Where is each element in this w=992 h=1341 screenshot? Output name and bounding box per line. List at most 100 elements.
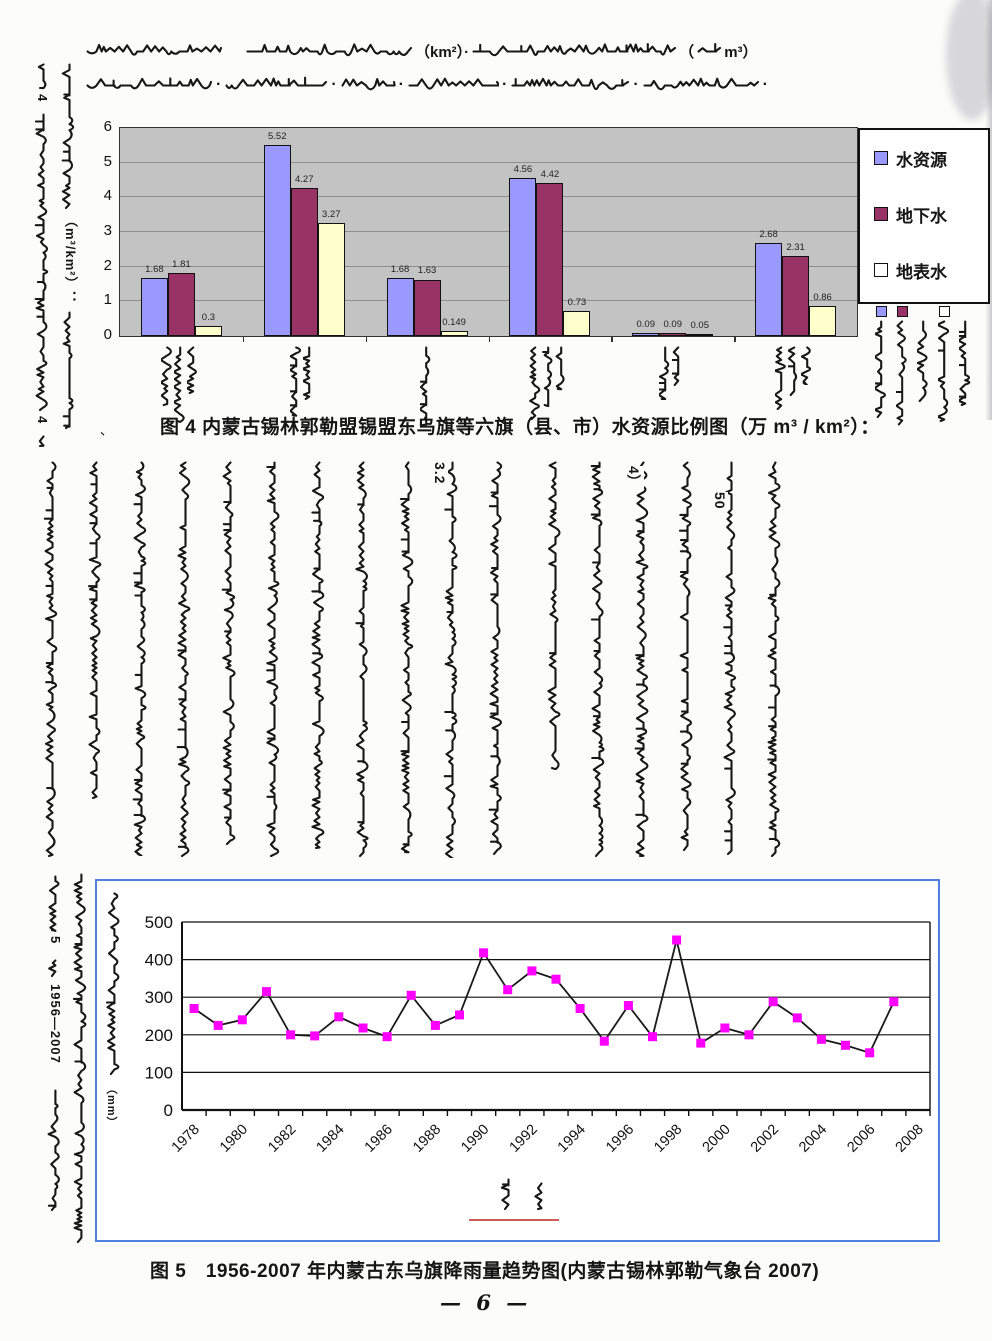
legend-label: 水资源 bbox=[896, 150, 947, 170]
header-separator-dot: · bbox=[216, 76, 222, 93]
body-text-column-mongolian bbox=[217, 460, 243, 851]
legend-entry: 水资源 bbox=[860, 130, 988, 186]
body-text-column-mongolian bbox=[718, 460, 744, 861]
body-text-latin-fragment: 4） bbox=[624, 466, 644, 490]
x-category-label-mongolian bbox=[799, 345, 813, 390]
mongolian-script-squiggle bbox=[72, 873, 87, 1244]
mongolian-script-squiggle bbox=[511, 77, 630, 91]
legend-mini-swatch bbox=[875, 306, 887, 317]
y-tick-label: 2 bbox=[103, 256, 112, 274]
mongolian-script-squiggle bbox=[959, 320, 971, 407]
x-category-label-mongolian bbox=[670, 345, 684, 392]
y-tick-label: 3 bbox=[103, 222, 112, 239]
x-category-label-mongolian bbox=[555, 345, 567, 396]
figure5-y-axis-label-mongolian: （mm） bbox=[103, 891, 127, 1191]
mongolian-script-squiggle bbox=[555, 346, 565, 391]
gridline bbox=[120, 196, 857, 198]
x-category-label-mongolian bbox=[542, 345, 554, 412]
mongolian-script-squiggle bbox=[643, 77, 759, 91]
bar-地表水-group3 bbox=[440, 330, 468, 336]
mongolian-script-squiggle bbox=[38, 435, 45, 448]
figure5-line-chart: 0 100 200 300 400 500 1978 1980 1982 1984 1986 1988… bbox=[95, 879, 940, 1242]
bar-value-label: 2.68 bbox=[759, 229, 778, 241]
mongolian-script-squiggle bbox=[472, 42, 677, 57]
mongolian-script-squiggle bbox=[678, 461, 693, 852]
body-text-column-mongolian bbox=[395, 460, 421, 859]
legend-mongolian-entry bbox=[938, 306, 950, 426]
mongolian-script-squiggle bbox=[61, 63, 75, 210]
body-text-column-mongolian bbox=[586, 460, 612, 863]
mongolian-script-squiggle bbox=[723, 461, 737, 856]
mongolian-script-squiggle bbox=[917, 320, 928, 403]
header-separator-dot: · bbox=[501, 76, 508, 93]
side-caption-latin: 4 bbox=[35, 94, 50, 103]
mongolian-script-squiggle bbox=[34, 113, 49, 412]
mongolian-script-squiggle bbox=[171, 346, 185, 423]
legend-swatch bbox=[874, 263, 888, 277]
figure5-side-years: 1956—2007 bbox=[48, 984, 63, 1064]
mongolian-script-squiggle bbox=[767, 461, 781, 858]
bar-地下水-group5 bbox=[659, 332, 687, 336]
svg-text:400: 400 bbox=[145, 951, 173, 970]
body-text-column-mongolian bbox=[484, 460, 510, 861]
figure4-x-axis-labels-mongolian bbox=[119, 341, 856, 427]
svg-text:1988: 1988 bbox=[410, 1122, 444, 1156]
figure5-x-axis-title-underline bbox=[469, 1219, 559, 1221]
mongolian-script-squiggle bbox=[105, 892, 120, 1076]
header-separator-dot: · bbox=[398, 76, 404, 93]
figure4-caption-lead-mark: 、 bbox=[100, 423, 114, 438]
bar-水资源-group5 bbox=[632, 332, 660, 336]
bar-地下水-group3 bbox=[413, 279, 441, 336]
header-latin-km2: （km²）· bbox=[415, 43, 470, 61]
mongolian-script-squiggle bbox=[132, 461, 147, 857]
bar-地表水-group2 bbox=[317, 222, 345, 336]
mongolian-script-squiggle bbox=[62, 311, 74, 430]
mongolian-script-squiggle bbox=[37, 63, 47, 90]
mongolian-script-squiggle bbox=[547, 461, 561, 771]
body-text-column-mongolian bbox=[128, 460, 154, 861]
svg-text:2004: 2004 bbox=[796, 1122, 830, 1156]
svg-text:1992: 1992 bbox=[507, 1122, 541, 1156]
figure4-plot-area: 1.68 1.81 0.3 5.52 4.27 3.27 1.68 1.63 0.149 4.56… bbox=[119, 127, 858, 342]
mongolian-script-squiggle bbox=[225, 76, 328, 90]
body-text-column-mongolian bbox=[439, 460, 465, 863]
svg-text:0: 0 bbox=[164, 1101, 173, 1120]
mongolian-script-squiggle bbox=[288, 346, 302, 417]
legend-label: 地表水 bbox=[896, 262, 947, 282]
mongolian-script-squiggle bbox=[417, 346, 430, 427]
bar-地表水-group1 bbox=[194, 325, 222, 336]
mongolian-script-squiggle bbox=[341, 78, 396, 91]
mongolian-script-squiggle bbox=[355, 461, 369, 858]
bar-value-label: 0.149 bbox=[442, 316, 466, 328]
x-category-label-mongolian bbox=[301, 345, 315, 406]
legend-mongolian-entry bbox=[959, 306, 971, 426]
mongolian-script-squiggle bbox=[488, 461, 503, 856]
bar-地下水-group2 bbox=[290, 188, 318, 336]
y-tick-label: 5 bbox=[103, 152, 112, 170]
mongolian-script-squiggle bbox=[246, 43, 413, 57]
bar-地下水-group4 bbox=[536, 182, 564, 336]
bar-地表水-group5 bbox=[686, 334, 714, 336]
mongolian-script-squiggle bbox=[47, 1089, 60, 1212]
bar-水资源-group6 bbox=[755, 243, 783, 336]
bar-value-label: 0.09 bbox=[636, 318, 656, 330]
svg-text:200: 200 bbox=[145, 1026, 173, 1045]
body-text-column-mongolian bbox=[674, 460, 700, 857]
mongolian-header-line-1: （km²）· （ m³） bbox=[85, 38, 760, 64]
bar-value-label: 1.68 bbox=[390, 263, 410, 275]
body-text-column-mongolian bbox=[762, 460, 788, 863]
body-text-latin-fragment: 3.2 bbox=[432, 462, 448, 485]
legend-swatch bbox=[874, 151, 888, 165]
mongolian-script-squiggle bbox=[399, 461, 414, 854]
legend-mongolian-entry bbox=[896, 306, 908, 426]
x-category-label-mongolian bbox=[656, 345, 671, 406]
mongolian-script-squiggle bbox=[86, 43, 223, 56]
body-text-column-mongolian bbox=[542, 460, 568, 775]
mongolian-script-squiggle bbox=[938, 320, 950, 423]
mongolian-script-squiggle bbox=[875, 320, 886, 419]
mongolian-script-squiggle bbox=[534, 1182, 543, 1211]
y-tick-label: 6 bbox=[103, 118, 112, 135]
svg-text:2002: 2002 bbox=[748, 1122, 782, 1156]
bar-水资源-group4 bbox=[509, 177, 537, 336]
header-separator-dot: · bbox=[762, 76, 768, 93]
